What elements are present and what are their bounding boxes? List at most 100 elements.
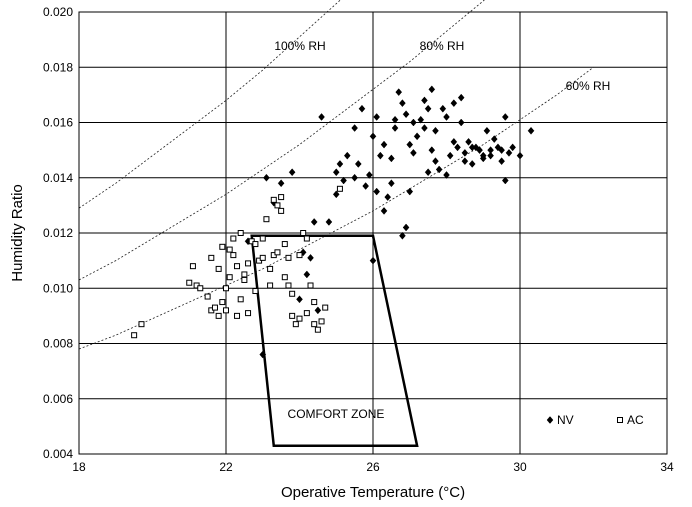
data-point-ac — [259, 235, 266, 242]
x-tick-label: 22 — [219, 460, 233, 474]
data-point-ac — [289, 312, 296, 319]
rh-curve — [78, 66, 594, 350]
data-point-ac — [285, 282, 292, 289]
data-point-nv — [483, 126, 491, 135]
data-point-nv — [332, 190, 340, 199]
data-point-nv — [325, 218, 333, 226]
y-tick-label: 0.018 — [43, 60, 73, 74]
data-point-nv — [428, 85, 436, 94]
data-point-nv — [388, 154, 395, 163]
data-point-nv — [373, 113, 381, 121]
y-axis-ticks: 0.004 0.006 0.008 0.010 0.012 0.014 0.016 0.018… — [43, 5, 73, 461]
data-point-nv — [454, 143, 461, 152]
data-point-nv — [259, 350, 267, 359]
data-point-ac — [314, 326, 321, 333]
data-point-ac — [274, 249, 281, 256]
data-point-nv — [465, 137, 472, 146]
data-point-nv — [432, 157, 439, 166]
data-point-ac — [241, 271, 248, 278]
data-point-nv — [476, 146, 483, 155]
data-point-nv — [263, 173, 270, 182]
data-point-nv — [498, 146, 505, 155]
data-point-ac — [219, 299, 226, 306]
y-tick-label: 0.016 — [43, 116, 73, 130]
x-axis-title: Operative Temperature (°C) — [281, 484, 465, 501]
data-point-ac — [263, 216, 270, 223]
data-point-nv — [468, 160, 476, 168]
y-axis-title: Humidity Ratio — [9, 184, 26, 282]
data-point-ac — [186, 279, 193, 286]
annotations: 100% RH 80% RH 60% RH COMFORT ZONE — [274, 39, 610, 421]
data-point-ac — [289, 290, 296, 297]
data-point-ac — [285, 254, 292, 261]
y-tick-label: 0.008 — [43, 337, 73, 351]
x-tick-label: 34 — [660, 460, 674, 474]
data-point-nv — [457, 118, 465, 127]
data-point-nv — [421, 124, 428, 132]
y-tick-label: 0.020 — [43, 5, 73, 19]
data-point-nv — [399, 231, 406, 240]
data-point-nv — [351, 173, 358, 182]
data-point-nv — [410, 149, 417, 157]
data-point-nv — [402, 110, 410, 119]
data-point-ac — [259, 254, 266, 261]
data-point-nv — [443, 171, 450, 179]
x-tick-label: 30 — [513, 460, 527, 474]
data-point-nv — [509, 143, 516, 152]
legend-marker-ac — [617, 417, 623, 423]
data-point-ac — [278, 194, 285, 201]
data-point-nv — [314, 306, 322, 315]
data-point-nv — [380, 140, 388, 149]
data-point-nv — [490, 135, 498, 143]
data-point-nv — [435, 165, 443, 174]
data-point-ac — [223, 307, 229, 314]
data-points — [131, 85, 535, 359]
data-point-nv — [277, 179, 285, 188]
data-point-ac — [292, 321, 299, 328]
x-axis-ticks: 18 22 26 30 34 — [72, 460, 674, 474]
data-point-nv — [380, 207, 388, 215]
data-point-ac — [336, 185, 343, 192]
x-tick-label: 26 — [366, 460, 380, 474]
data-point-ac — [215, 265, 222, 272]
data-point-nv — [307, 253, 314, 262]
data-point-ac — [197, 285, 204, 292]
data-point-nv — [336, 160, 344, 168]
data-point-nv — [428, 146, 436, 155]
data-point-ac — [138, 321, 145, 328]
data-point-nv — [388, 179, 395, 188]
data-point-ac — [223, 285, 229, 292]
data-point-ac — [245, 260, 252, 267]
data-point-ac — [219, 243, 226, 250]
data-point-nv — [461, 157, 469, 166]
data-point-nv — [310, 218, 318, 226]
data-point-ac — [211, 304, 218, 311]
legend-label: NV — [557, 413, 574, 427]
data-point-ac — [131, 332, 138, 339]
data-point-nv — [369, 132, 377, 141]
data-point-nv — [377, 151, 384, 160]
data-point-nv — [332, 168, 340, 177]
data-point-nv — [384, 193, 392, 201]
data-point-nv — [450, 99, 458, 108]
data-point-nv — [516, 151, 524, 160]
data-point-nv — [318, 113, 325, 121]
rh-curve-label: 80% RH — [420, 39, 465, 53]
data-point-nv — [501, 176, 509, 185]
data-point-nv — [417, 115, 425, 124]
data-point-nv — [450, 137, 458, 146]
data-point-nv — [446, 151, 454, 160]
y-tick-label: 0.006 — [43, 392, 73, 406]
data-point-ac — [234, 312, 241, 319]
data-point-nv — [373, 187, 381, 196]
data-point-nv — [498, 157, 505, 166]
data-point-nv — [395, 88, 403, 96]
data-point-nv — [479, 154, 487, 163]
data-point-ac — [274, 202, 281, 209]
data-point-nv — [527, 126, 535, 135]
data-point-nv — [410, 118, 417, 127]
data-point-nv — [424, 104, 432, 113]
legend-marker-nv — [546, 416, 554, 424]
x-tick-label: 18 — [72, 460, 86, 474]
data-point-ac — [208, 254, 215, 261]
